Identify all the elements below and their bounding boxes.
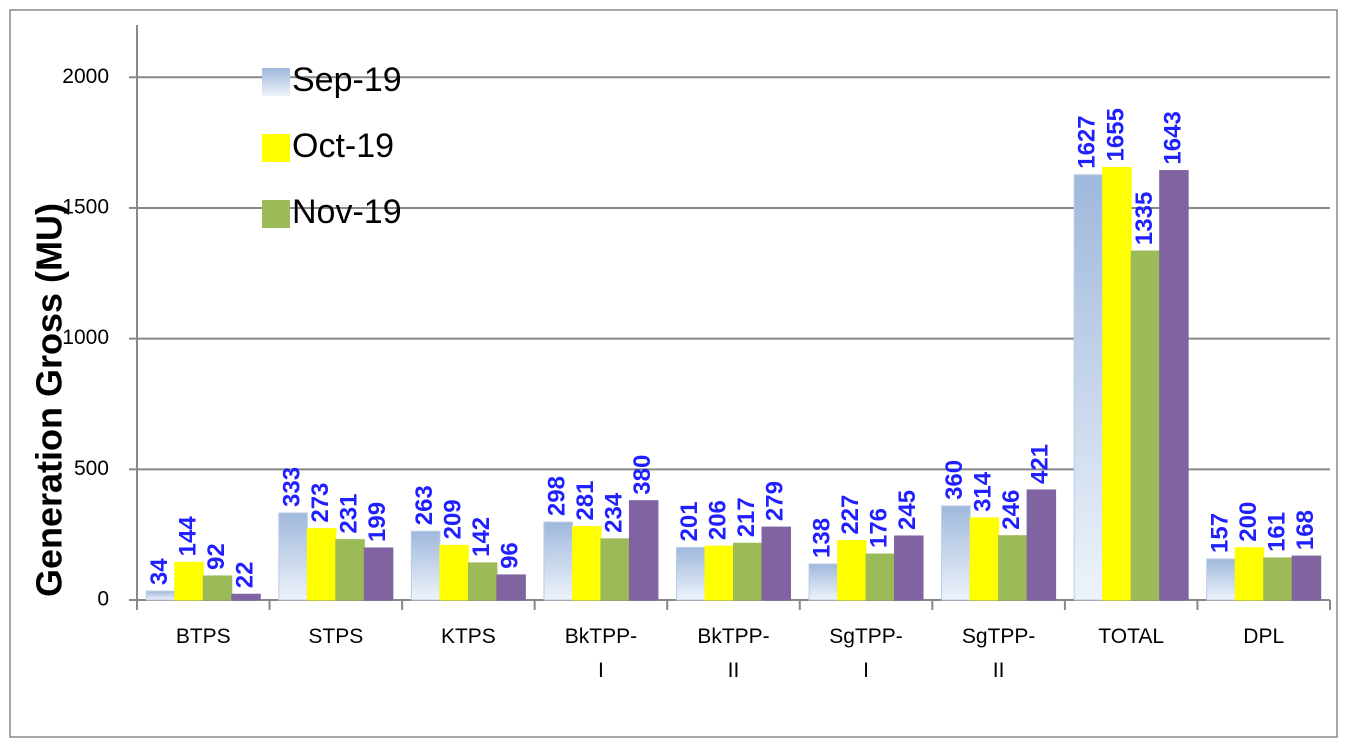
legend-swatch — [262, 68, 290, 96]
bar — [543, 521, 573, 601]
data-label: 161 — [1263, 512, 1290, 552]
y-tick-label: 1000 — [62, 326, 109, 349]
data-label: 231 — [335, 494, 362, 534]
bar — [1130, 250, 1161, 601]
bar — [363, 547, 394, 601]
bar — [969, 517, 1000, 601]
data-label: 206 — [705, 500, 732, 540]
legend-swatch — [262, 200, 290, 228]
x-tick-label: SgTPP-I — [829, 625, 903, 682]
data-label: 168 — [1292, 510, 1319, 550]
bar — [278, 512, 308, 601]
data-label: 380 — [629, 455, 656, 495]
bar — [410, 530, 441, 601]
y-tick-label: 1500 — [62, 196, 109, 219]
data-label: 263 — [411, 485, 438, 525]
legend-swatch — [262, 134, 290, 162]
data-label: 298 — [544, 476, 571, 516]
bar — [439, 544, 469, 601]
data-label: 200 — [1235, 502, 1262, 542]
x-tick-label: BkTPP-II — [697, 625, 770, 682]
bar — [808, 563, 839, 601]
bar — [467, 562, 498, 601]
chart-frame — [9, 9, 1338, 738]
data-label: 142 — [468, 517, 495, 557]
data-label: 144 — [174, 516, 201, 557]
data-label: 1655 — [1102, 108, 1129, 161]
legend-label: Oct-19 — [292, 127, 394, 165]
data-label: 22 — [231, 562, 258, 589]
data-label: 333 — [278, 467, 305, 507]
bar — [894, 535, 924, 601]
x-tick-label: BTPS — [175, 625, 231, 648]
bar — [335, 539, 365, 601]
data-label: 314 — [970, 471, 997, 512]
bar — [496, 574, 526, 601]
data-label: 217 — [733, 497, 760, 537]
data-label: 279 — [762, 481, 789, 521]
bar — [941, 505, 971, 601]
data-label: 92 — [203, 543, 230, 570]
data-label: 34 — [146, 558, 173, 585]
data-label: 1643 — [1159, 111, 1186, 164]
bar — [231, 593, 261, 601]
legend-label: Sep-19 — [292, 61, 402, 99]
legend-label: Nov-19 — [292, 193, 402, 231]
x-tick-label: DPL — [1243, 625, 1285, 648]
data-label: 157 — [1206, 513, 1233, 553]
bar — [1073, 174, 1104, 601]
data-label: 199 — [364, 502, 391, 542]
bar — [1102, 166, 1132, 601]
data-label: 209 — [439, 499, 466, 539]
data-label: 96 — [496, 542, 523, 569]
data-label: 176 — [866, 508, 893, 548]
bar — [1263, 557, 1293, 601]
bar — [761, 526, 791, 601]
bar — [837, 540, 867, 601]
bar — [628, 500, 659, 601]
data-label: 234 — [601, 492, 628, 533]
y-tick-label: 2000 — [62, 65, 109, 88]
y-tick-label: 0 — [97, 588, 109, 611]
data-label: 1335 — [1131, 192, 1158, 245]
bar — [202, 575, 233, 601]
data-label: 201 — [676, 501, 703, 541]
data-label: 138 — [809, 518, 836, 558]
bar — [600, 538, 630, 601]
bar — [998, 535, 1028, 601]
data-label: 245 — [894, 490, 921, 530]
x-tick-label: TOTAL — [1098, 625, 1165, 648]
bar — [174, 561, 204, 601]
x-tick-label: KTPS — [440, 625, 496, 648]
bar — [1206, 558, 1236, 601]
y-tick-label: 500 — [74, 457, 109, 480]
bar — [306, 528, 337, 601]
data-label: 421 — [1027, 444, 1054, 484]
bar — [676, 546, 706, 601]
data-label: 273 — [307, 483, 334, 523]
data-label: 360 — [941, 460, 968, 500]
x-tick-label: BkTPP-I — [564, 625, 638, 682]
data-label: 246 — [998, 490, 1025, 530]
bar — [1026, 489, 1057, 601]
y-axis-title: Generation Gross (MU) — [29, 203, 70, 597]
bar — [865, 553, 896, 601]
bar — [1159, 170, 1189, 601]
x-tick-label: STPS — [308, 625, 364, 648]
bar — [704, 545, 734, 601]
data-label: 227 — [837, 495, 864, 535]
bar — [571, 526, 602, 601]
bar — [1291, 555, 1322, 601]
bar — [1234, 547, 1265, 601]
data-label: 281 — [572, 481, 599, 521]
bar — [733, 542, 763, 601]
bar — [145, 590, 176, 601]
data-label: 1627 — [1074, 115, 1101, 168]
x-tick-label: SgTPP-II — [961, 625, 1036, 682]
